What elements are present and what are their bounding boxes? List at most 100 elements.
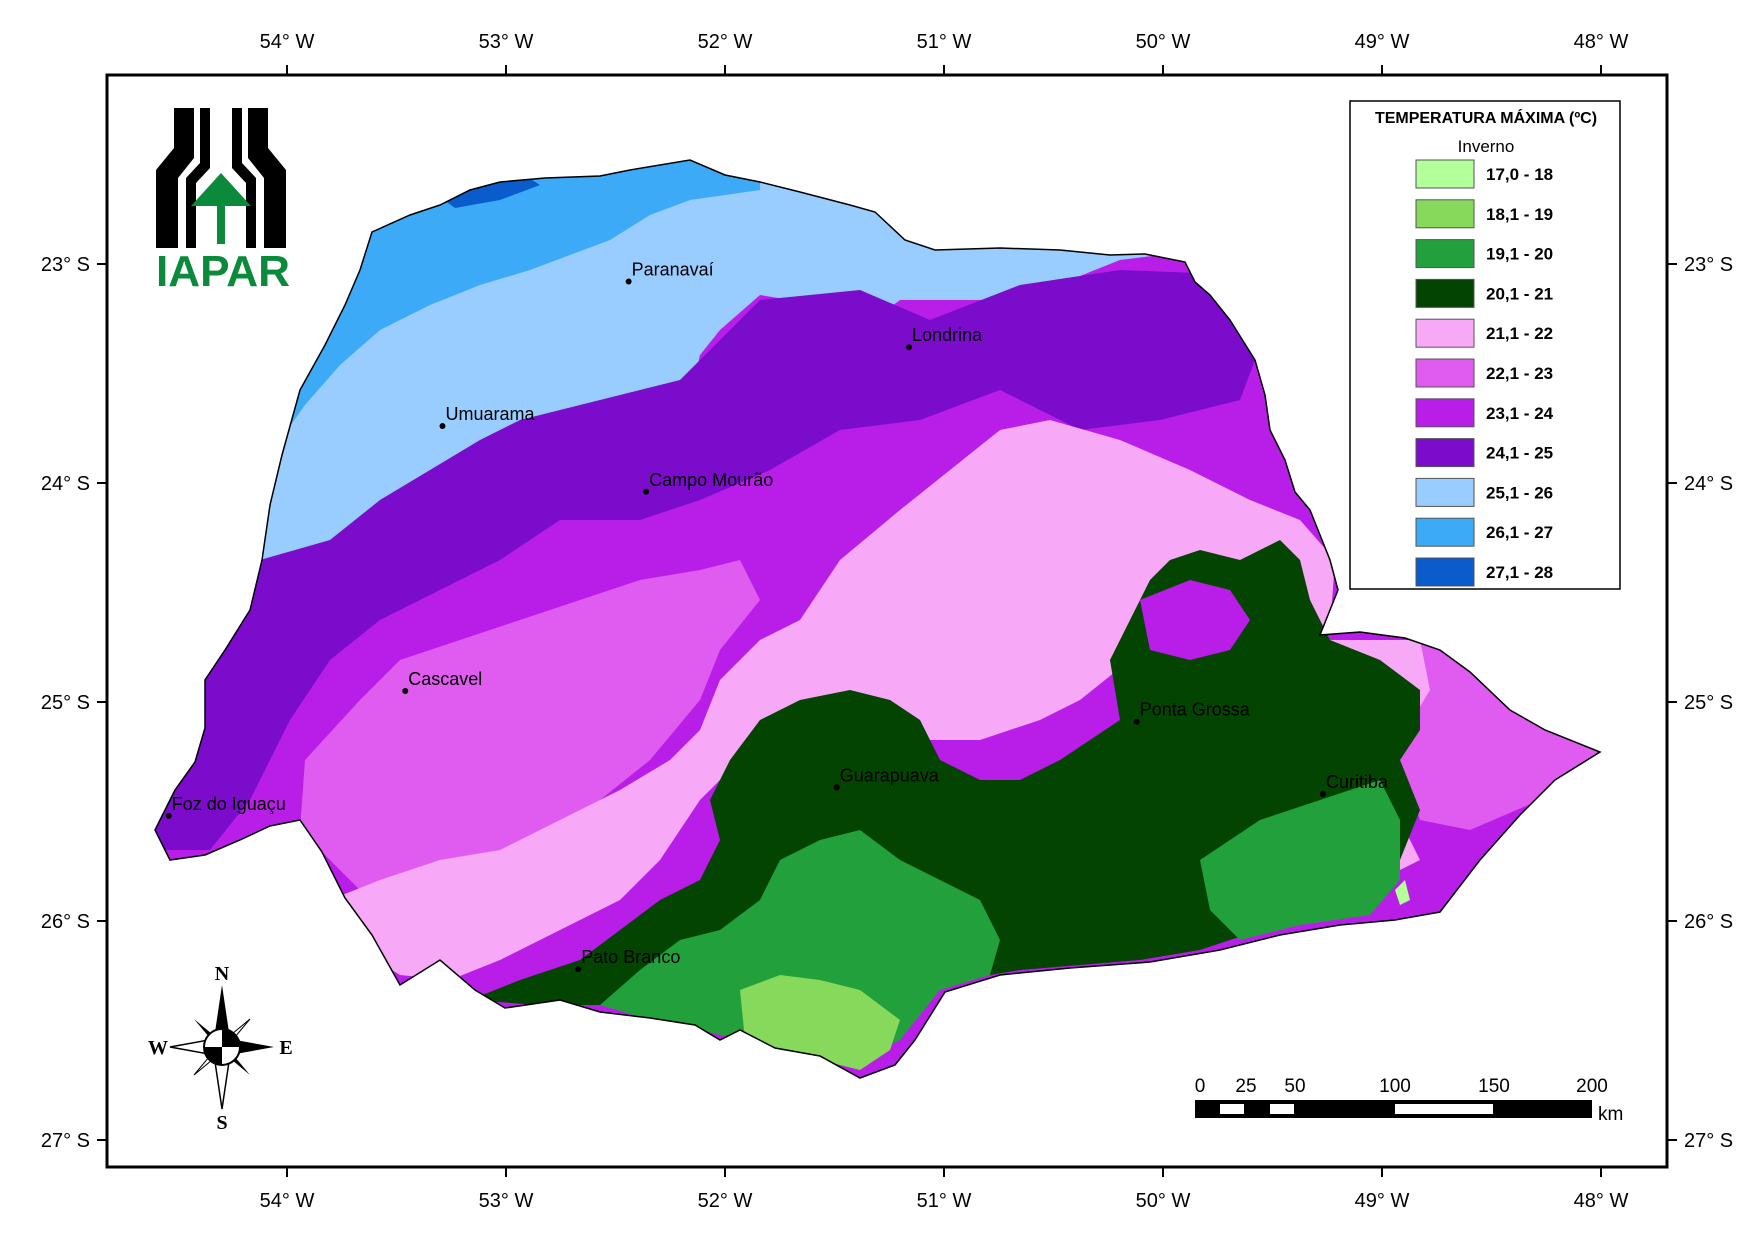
lat-label-left: 26° S [41, 911, 90, 933]
city-marker [643, 488, 650, 495]
scale-label: 25 [1235, 1076, 1256, 1097]
lon-label-bottom: 53° W [479, 1190, 534, 1212]
scale-segment [1220, 1104, 1244, 1114]
map-frame [105, 73, 1669, 1169]
zone-18-19 [740, 975, 900, 1070]
city-label: Foz do Iguaçu [172, 794, 286, 814]
legend-label: 22,1 - 23 [1486, 364, 1553, 383]
legend-label: 21,1 - 22 [1486, 324, 1553, 343]
legend-swatch [1415, 239, 1475, 269]
zone-25-26 [155, 160, 1600, 700]
city-marker [833, 784, 840, 791]
legend-label: 18,1 - 19 [1486, 205, 1553, 224]
iapar-logo: IAPAR [156, 108, 290, 296]
city-label: Paranavaí [632, 260, 714, 280]
legend-label: 17,0 - 18 [1486, 165, 1553, 184]
compass-east-label: E [279, 1037, 292, 1059]
city-marker [625, 278, 632, 285]
lat-label-right: 23° S [1684, 254, 1733, 276]
lon-label-bottom: 50° W [1136, 1190, 1191, 1212]
legend-label: 24,1 - 25 [1486, 444, 1553, 463]
lat-label-left: 24° S [41, 473, 90, 495]
zone-19-20-east [1200, 780, 1400, 940]
lon-label-top: 51° W [917, 31, 972, 53]
lat-label-right: 27° S [1684, 1130, 1733, 1152]
logo-text: IAPAR [156, 247, 290, 296]
legend-label: 20,1 - 21 [1486, 284, 1553, 303]
city-markers: Paranavaí Londrina Umuarama Campo Mourão Cas… [165, 260, 1389, 973]
lat-label-left: 23° S [41, 254, 90, 276]
legend-swatch [1415, 278, 1475, 308]
scale-label: 100 [1379, 1076, 1411, 1097]
zone-22-23 [300, 560, 760, 930]
legend-swatch [1415, 517, 1475, 547]
legend-label: 26,1 - 27 [1486, 523, 1553, 542]
lon-label-bottom: 54° W [260, 1190, 315, 1212]
graticule-ticks: 54° W 54° W 53° W 53° W 52° W 52° W 51° W 51° W… [41, 31, 1733, 1212]
legend-label: 23,1 - 24 [1486, 404, 1554, 423]
scale-bar: 0 25 50 100 150 200 km [1195, 1076, 1624, 1125]
legend-label: 19,1 - 20 [1486, 245, 1553, 264]
legend-box [1349, 100, 1621, 590]
legend-title: TEMPERATURA MÁXIMA (ºC) [1375, 108, 1597, 127]
scale-label: 0 [1195, 1076, 1206, 1097]
lon-label-top: 50° W [1136, 31, 1191, 53]
zone-20-21 [470, 540, 1420, 1015]
city-label: Guarapuava [840, 765, 940, 785]
city-marker [165, 812, 172, 819]
city-label: Campo Mourão [649, 470, 773, 490]
lon-label-bottom: 48° W [1574, 1190, 1629, 1212]
scale-label: 150 [1478, 1076, 1510, 1097]
compass-south-label: S [216, 1112, 227, 1134]
city-label: Londrina [912, 325, 983, 345]
scale-label: 200 [1576, 1076, 1608, 1097]
lat-label-left: 27° S [41, 1130, 90, 1152]
legend: TEMPERATURA MÁXIMA (ºC) Inverno 17,0 - 1… [1349, 100, 1621, 590]
legend-swatch [1415, 318, 1475, 348]
legend-swatch [1415, 557, 1475, 587]
zone-20-21-hole [1140, 580, 1250, 660]
lat-label-right: 25° S [1684, 692, 1733, 714]
lat-label-right: 24° S [1684, 473, 1733, 495]
lat-label-right: 26° S [1684, 911, 1733, 933]
zone-17-18 [1395, 880, 1410, 905]
city-label: Cascavel [408, 669, 482, 689]
scale-label: 50 [1284, 1076, 1305, 1097]
zone-24-25 [155, 270, 1255, 850]
zone-19-20 [600, 830, 1000, 1060]
city-marker [1319, 790, 1326, 797]
legend-swatch [1415, 199, 1475, 229]
legend-swatch [1415, 358, 1475, 388]
legend-label: 27,1 - 28 [1486, 563, 1553, 582]
scale-bar-base [1195, 1100, 1592, 1118]
lon-label-top: 49° W [1355, 31, 1410, 53]
lon-label-bottom: 52° W [698, 1190, 753, 1212]
city-marker [1133, 718, 1140, 725]
legend-label: 25,1 - 26 [1486, 483, 1553, 502]
legend-swatch [1415, 159, 1475, 189]
legend-season: Inverno [1458, 137, 1515, 156]
compass-rose: N S W E [148, 963, 293, 1134]
lon-label-top: 48° W [1574, 31, 1629, 53]
scale-segment [1395, 1104, 1493, 1114]
legend-swatch [1415, 398, 1475, 428]
city-marker [575, 966, 582, 973]
lon-label-top: 52° W [698, 31, 753, 53]
city-marker [402, 688, 409, 695]
compass-west-label: W [148, 1037, 168, 1059]
legend-items: 17,0 - 18 18,1 - 19 19,1 - 20 20,1 - 21 21,1… [1415, 159, 1554, 587]
lon-label-top: 54° W [260, 31, 315, 53]
compass-north-label: N [215, 963, 230, 985]
legend-swatch [1415, 477, 1475, 507]
legend-swatch [1415, 438, 1475, 468]
lon-label-bottom: 49° W [1355, 1190, 1410, 1212]
lon-label-bottom: 51° W [917, 1190, 972, 1212]
lat-label-left: 25° S [41, 692, 90, 714]
city-marker [905, 344, 912, 351]
scale-labels: 0 25 50 100 150 200 [1195, 1076, 1608, 1097]
scale-segment [1270, 1104, 1294, 1114]
scale-unit: km [1598, 1104, 1623, 1125]
city-label: Umuarama [445, 404, 535, 424]
city-marker [439, 423, 446, 430]
